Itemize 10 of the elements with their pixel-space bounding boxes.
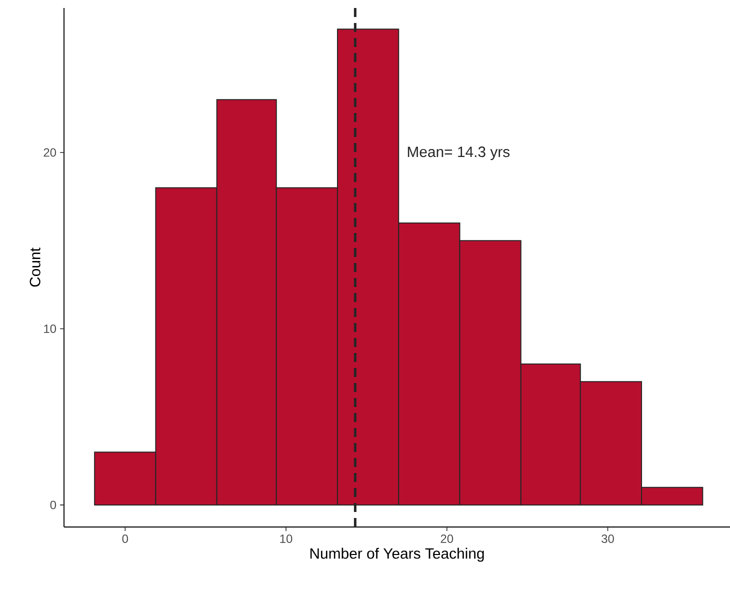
y-axis-title: Count (30, 248, 40, 287)
x-tick-label: 0 (122, 534, 128, 543)
x-tick-label: 10 (280, 534, 292, 543)
ref-line-label: Mean= 14.3 yrs (408, 146, 510, 160)
y-tick-label: 0 (50, 500, 56, 510)
y-tick-label: 20 (44, 148, 56, 157)
x-tick-label: 30 (602, 534, 614, 543)
x-axis-title: Number of Years Teaching (310, 548, 484, 562)
y-tick-label: 10 (44, 324, 56, 333)
x-tick-label: 20 (440, 534, 454, 543)
